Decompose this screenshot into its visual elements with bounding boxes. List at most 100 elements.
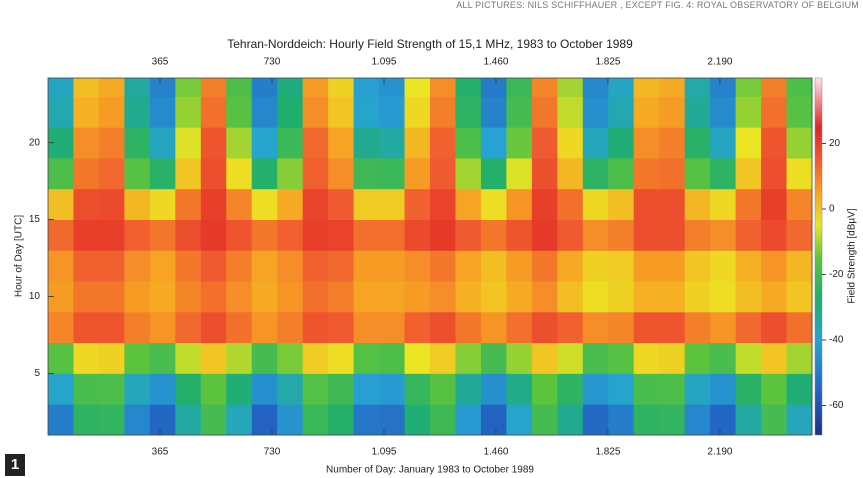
- heatmap-cell: [354, 220, 380, 251]
- heatmap-cell: [379, 312, 405, 343]
- heatmap-cell: [328, 281, 354, 312]
- heatmap-cell: [328, 189, 354, 220]
- heatmap-cell: [659, 312, 685, 343]
- heatmap-cell: [685, 281, 711, 312]
- heatmap-cell: [481, 312, 507, 343]
- chart-title: Tehran-Norddeich: Hourly Field Strength …: [227, 37, 633, 51]
- heatmap-cell: [175, 404, 201, 435]
- heatmap-cell: [48, 373, 74, 404]
- heatmap-cell: [48, 189, 74, 220]
- heatmap-cell: [328, 96, 354, 127]
- heatmap-cell: [175, 250, 201, 281]
- heatmap-cell: [201, 158, 227, 189]
- heatmap-cell: [761, 220, 787, 251]
- heatmap-cell: [659, 96, 685, 127]
- heatmap-cell: [532, 96, 558, 127]
- heatmap-cell: [277, 281, 303, 312]
- heatmap-cell: [354, 312, 380, 343]
- heatmap-cell: [710, 96, 736, 127]
- heatmap-cell: [761, 158, 787, 189]
- heatmap-cell: [226, 373, 252, 404]
- heatmap-cell: [379, 343, 405, 374]
- heatmap-cell: [124, 343, 150, 374]
- heatmap-cell: [226, 189, 252, 220]
- heatmap-cell: [150, 158, 176, 189]
- heatmap-cell: [557, 158, 583, 189]
- heatmap-cell: [303, 96, 329, 127]
- y-tick-label: 5: [34, 368, 40, 379]
- heatmap-cell: [481, 127, 507, 158]
- heatmap-cell: [557, 312, 583, 343]
- heatmap-cell: [48, 220, 74, 251]
- heatmap-cell: [354, 96, 380, 127]
- heatmap-cell: [124, 189, 150, 220]
- heatmap-cell: [532, 220, 558, 251]
- heatmap-cell: [583, 127, 609, 158]
- heatmap-cell: [354, 158, 380, 189]
- heatmap-cell: [354, 343, 380, 374]
- heatmap-cell: [201, 250, 227, 281]
- heatmap-cell: [405, 127, 431, 158]
- heatmap-cell: [455, 220, 481, 251]
- heatmap-cell: [252, 158, 278, 189]
- heatmap-cell: [150, 343, 176, 374]
- heatmap-cell: [226, 96, 252, 127]
- heatmap-cell: [124, 250, 150, 281]
- heatmap-cell: [608, 404, 634, 435]
- heatmap-cell: [99, 189, 125, 220]
- heatmap-cell: [124, 404, 150, 435]
- x-tick-label: 1.095: [371, 447, 396, 458]
- heatmap-cell: [532, 343, 558, 374]
- heatmap-cell: [150, 220, 176, 251]
- heatmap-cell: [634, 281, 660, 312]
- heatmap-cell: [328, 78, 354, 97]
- heatmap-cell: [685, 127, 711, 158]
- heatmap-cell: [787, 281, 813, 312]
- heatmap-cell: [583, 250, 609, 281]
- heatmap-cell: [761, 189, 787, 220]
- heatmap-cell: [736, 281, 762, 312]
- heatmap-cell: [150, 250, 176, 281]
- heatmap-cell: [583, 96, 609, 127]
- x-tick-label-top: 730: [264, 57, 281, 68]
- heatmap-cell: [175, 281, 201, 312]
- heatmap-cell: [583, 220, 609, 251]
- heatmap-cell: [685, 189, 711, 220]
- heatmap-cell: [277, 158, 303, 189]
- heatmap-cell: [506, 78, 532, 97]
- heatmap-cell: [532, 312, 558, 343]
- heatmap-cell: [455, 404, 481, 435]
- heatmap-cell: [634, 78, 660, 97]
- heatmap-cell: [73, 96, 99, 127]
- heatmap-cell: [303, 220, 329, 251]
- heatmap-cell: [99, 343, 125, 374]
- heatmap-cell: [226, 127, 252, 158]
- heatmap-cell: [379, 220, 405, 251]
- y-tick-label: 15: [29, 214, 41, 225]
- heatmap-cell: [277, 127, 303, 158]
- heatmap-cell: [787, 158, 813, 189]
- x-tick-label-top: 1.095: [371, 57, 396, 68]
- heatmap-cell: [787, 343, 813, 374]
- heatmap-cell: [455, 343, 481, 374]
- heatmap-cell: [506, 96, 532, 127]
- heatmap-cell: [506, 189, 532, 220]
- heatmap-cell: [685, 78, 711, 97]
- heatmap-cell: [583, 373, 609, 404]
- heatmap-cell: [685, 220, 711, 251]
- heatmap-cell: [787, 250, 813, 281]
- heatmap-cell: [175, 158, 201, 189]
- heatmap-cell: [328, 158, 354, 189]
- heatmap-cell: [303, 189, 329, 220]
- x-tick-label-top: 1.460: [483, 57, 508, 68]
- heatmap-cell: [150, 127, 176, 158]
- heatmap-cell: [226, 220, 252, 251]
- heatmap-cell: [608, 189, 634, 220]
- y-tick-label: 10: [29, 291, 41, 302]
- heatmap-cell: [557, 281, 583, 312]
- heatmap-cell: [634, 189, 660, 220]
- heatmap-cell: [73, 189, 99, 220]
- heatmap-cell: [379, 404, 405, 435]
- heatmap-cell: [175, 343, 201, 374]
- heatmap-cell: [761, 373, 787, 404]
